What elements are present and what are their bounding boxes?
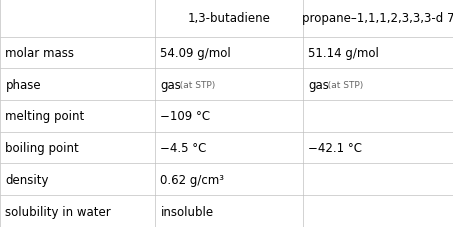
Text: −4.5 °C: −4.5 °C xyxy=(160,141,207,154)
Text: gas: gas xyxy=(160,78,181,91)
Text: (at STP): (at STP) xyxy=(326,80,363,89)
Text: 1,3-butadiene: 1,3-butadiene xyxy=(188,12,270,25)
Text: 54.09 g/mol: 54.09 g/mol xyxy=(160,47,231,60)
Text: 0.62 g/cm³: 0.62 g/cm³ xyxy=(160,173,224,186)
Text: gas: gas xyxy=(308,78,329,91)
Text: phase: phase xyxy=(5,78,41,91)
Text: solubility in water: solubility in water xyxy=(5,205,111,218)
Text: 51.14 g/mol: 51.14 g/mol xyxy=(308,47,379,60)
Text: molar mass: molar mass xyxy=(5,47,74,60)
Text: melting point: melting point xyxy=(5,110,85,123)
Text: −42.1 °C: −42.1 °C xyxy=(308,141,362,154)
Text: insoluble: insoluble xyxy=(160,205,213,218)
Text: propane–1,1,1,2,3,3,3-d 7: propane–1,1,1,2,3,3,3-d 7 xyxy=(302,12,453,25)
Text: −109 °C: −109 °C xyxy=(160,110,211,123)
Text: density: density xyxy=(5,173,49,186)
Text: (at STP): (at STP) xyxy=(178,80,215,89)
Text: boiling point: boiling point xyxy=(5,141,79,154)
